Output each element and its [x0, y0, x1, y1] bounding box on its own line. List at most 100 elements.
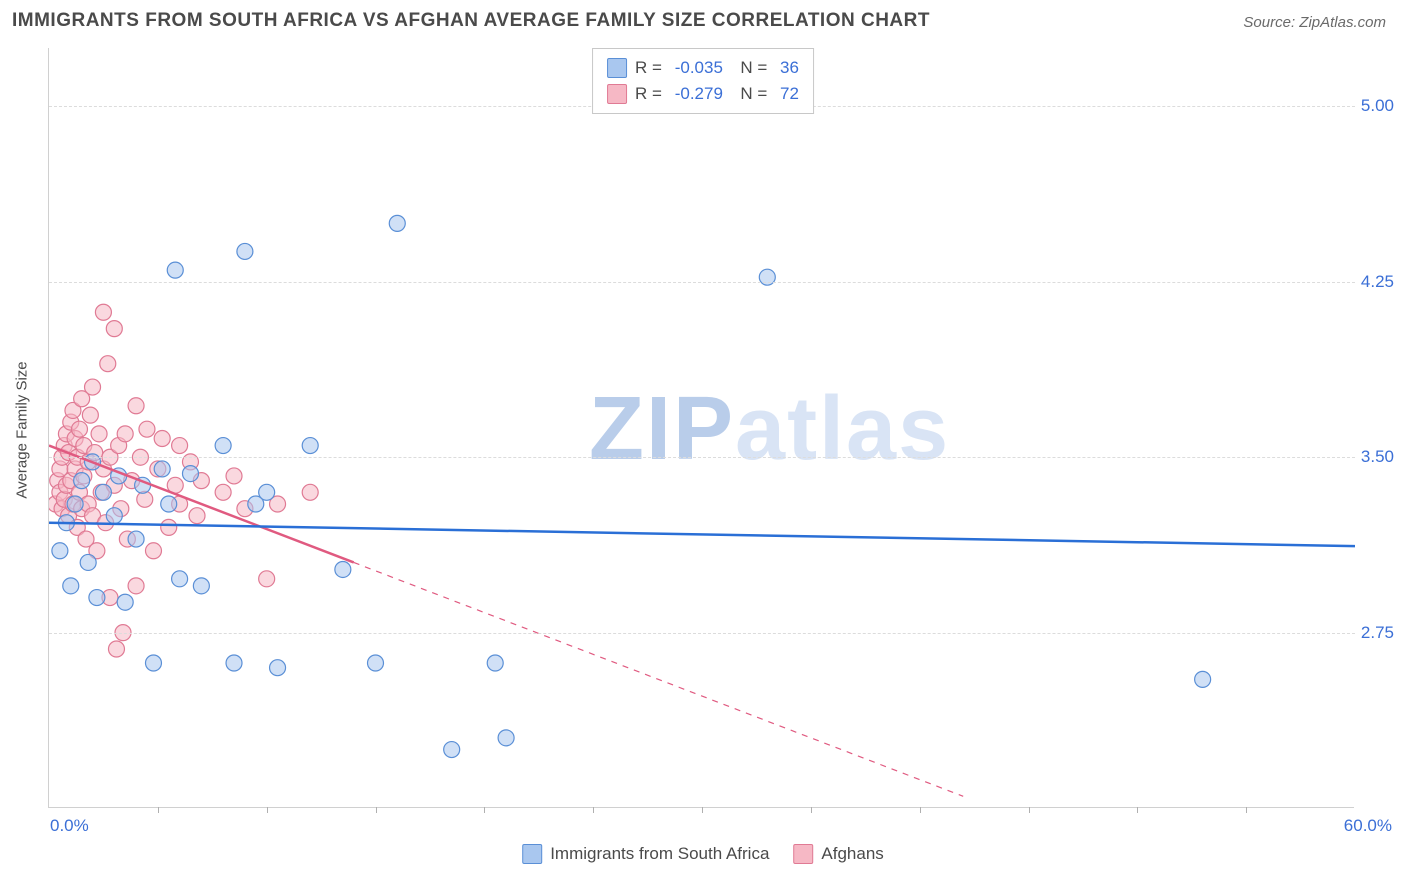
data-point — [95, 484, 111, 500]
stat-row-series-b: R = -0.279 N = 72 — [607, 81, 799, 107]
regression-line-dashed — [354, 562, 963, 796]
x-tick — [1246, 807, 1247, 813]
data-point — [1195, 671, 1211, 687]
data-point — [102, 590, 118, 606]
data-point — [69, 519, 85, 535]
x-max-label: 60.0% — [1344, 816, 1392, 836]
data-point — [58, 477, 74, 493]
data-point — [128, 531, 144, 547]
data-point — [167, 477, 183, 493]
source-attribution: Source: ZipAtlas.com — [1243, 14, 1386, 31]
data-point — [80, 496, 96, 512]
plot-area: ZIPatlas — [48, 48, 1354, 808]
x-tick — [1029, 807, 1030, 813]
data-point — [270, 660, 286, 676]
data-point — [67, 496, 83, 512]
data-point — [113, 501, 129, 517]
data-point — [128, 398, 144, 414]
data-point — [189, 508, 205, 524]
data-point — [150, 461, 166, 477]
data-point — [193, 473, 209, 489]
data-point — [74, 473, 90, 489]
x-tick — [920, 807, 921, 813]
data-point — [444, 742, 460, 758]
data-point — [172, 496, 188, 512]
grid-line — [49, 457, 1355, 458]
data-point — [91, 426, 107, 442]
grid-line — [49, 633, 1355, 634]
data-point — [63, 578, 79, 594]
data-point — [50, 473, 66, 489]
data-point — [139, 421, 155, 437]
x-tick — [158, 807, 159, 813]
data-point — [389, 215, 405, 231]
data-point — [63, 414, 79, 430]
data-point — [215, 438, 231, 454]
data-point — [117, 594, 133, 610]
data-point — [58, 515, 74, 531]
x-tick — [1137, 807, 1138, 813]
x-tick — [484, 807, 485, 813]
data-point — [137, 491, 153, 507]
data-point — [54, 501, 70, 517]
y-tick-label: 3.50 — [1361, 447, 1394, 467]
data-point — [63, 473, 79, 489]
data-point — [226, 655, 242, 671]
data-point — [167, 262, 183, 278]
legend-label-a: Immigrants from South Africa — [550, 844, 769, 864]
data-point — [67, 431, 83, 447]
data-point — [111, 438, 127, 454]
data-point — [108, 641, 124, 657]
data-point — [52, 484, 68, 500]
legend-swatch-a — [522, 844, 542, 864]
data-point — [335, 561, 351, 577]
y-axis-label: Average Family Size — [14, 361, 31, 498]
data-point — [106, 508, 122, 524]
data-point — [106, 477, 122, 493]
data-point — [117, 426, 133, 442]
grid-line — [49, 282, 1355, 283]
x-min-label: 0.0% — [50, 816, 89, 836]
data-point — [98, 515, 114, 531]
regression-line-solid — [49, 446, 354, 563]
data-point — [76, 438, 92, 454]
data-point — [52, 543, 68, 559]
data-point — [135, 477, 151, 493]
data-point — [65, 402, 81, 418]
data-point — [71, 484, 87, 500]
legend-item-series-b: Afghans — [793, 844, 883, 864]
data-point — [259, 484, 275, 500]
data-point — [498, 730, 514, 746]
data-point — [154, 431, 170, 447]
data-point — [119, 531, 135, 547]
y-tick-label: 5.00 — [1361, 96, 1394, 116]
data-point — [487, 655, 503, 671]
data-point — [161, 496, 177, 512]
legend-label-b: Afghans — [821, 844, 883, 864]
data-point — [74, 391, 90, 407]
data-point — [100, 356, 116, 372]
y-tick-label: 4.25 — [1361, 272, 1394, 292]
data-point — [215, 484, 231, 500]
data-point — [56, 438, 72, 454]
data-point — [85, 508, 101, 524]
data-point — [106, 321, 122, 337]
watermark: ZIPatlas — [589, 378, 950, 481]
data-point — [61, 508, 77, 524]
x-tick — [267, 807, 268, 813]
x-tick — [593, 807, 594, 813]
data-point — [368, 655, 384, 671]
data-point — [193, 578, 209, 594]
data-point — [67, 461, 83, 477]
data-point — [161, 519, 177, 535]
y-tick-label: 2.75 — [1361, 623, 1394, 643]
data-point — [82, 407, 98, 423]
legend-item-series-a: Immigrants from South Africa — [522, 844, 769, 864]
data-point — [302, 438, 318, 454]
data-point — [80, 554, 96, 570]
data-point — [237, 243, 253, 259]
data-point — [58, 426, 74, 442]
data-point — [128, 578, 144, 594]
data-point — [65, 496, 81, 512]
data-point — [111, 468, 127, 484]
